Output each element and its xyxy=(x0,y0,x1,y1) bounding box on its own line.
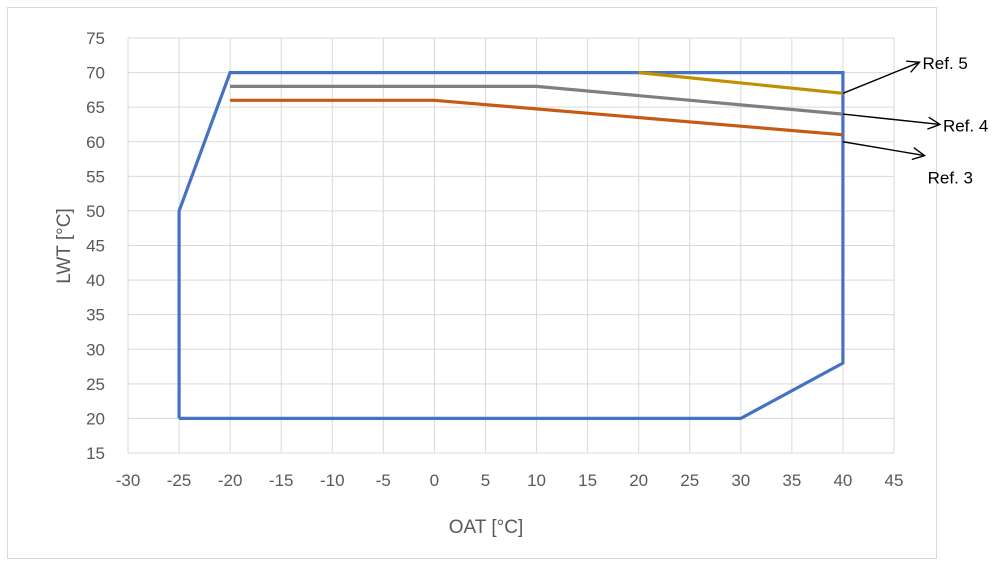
x-tick-label: 35 xyxy=(782,471,801,490)
y-tick-label: 40 xyxy=(86,271,105,290)
annotation-arrow xyxy=(842,113,942,130)
series-line-3 xyxy=(230,84,844,116)
series-line-4 xyxy=(230,98,844,137)
x-tick-label: -25 xyxy=(167,471,192,490)
series-lines xyxy=(177,70,845,420)
annotation-label: Ref. 4 xyxy=(943,116,988,135)
y-tick-label: 20 xyxy=(86,409,105,428)
x-tick-label: 45 xyxy=(885,471,904,490)
x-tick-label: -15 xyxy=(269,471,294,490)
series-line-2 xyxy=(638,71,844,95)
x-tick-label: -20 xyxy=(218,471,243,490)
y-tick-label: 50 xyxy=(86,202,105,221)
x-tick-label: 0 xyxy=(430,471,439,490)
x-tick-label: 5 xyxy=(481,471,490,490)
x-tick-label: 20 xyxy=(629,471,648,490)
y-axis-title: LWT [°C] xyxy=(54,208,75,284)
x-tick-label: -5 xyxy=(376,471,391,490)
y-tick-label: 70 xyxy=(86,64,105,83)
tick-labels: -30 -25 -20 -15 -10 -5 0 5 10 15 20 25 30 35 40 45 15 20 2… xyxy=(86,29,903,490)
y-tick-label: 35 xyxy=(86,306,105,325)
annotation-arrow xyxy=(842,60,921,94)
y-tick-label: 60 xyxy=(86,133,105,152)
y-tick-label: 25 xyxy=(86,375,105,394)
x-tick-label: 40 xyxy=(833,471,852,490)
x-tick-label: 10 xyxy=(527,471,546,490)
y-tick-label: 30 xyxy=(86,340,105,359)
y-tick-label: 15 xyxy=(86,444,105,463)
x-tick-label: 15 xyxy=(578,471,597,490)
x-tick-label: -10 xyxy=(320,471,345,490)
x-axis-title: OAT [°C] xyxy=(449,517,523,538)
chart-frame xyxy=(7,7,937,559)
annotations: Ref. 5 Ref. 4 Ref. 3 xyxy=(842,54,988,188)
y-tick-label: 65 xyxy=(86,98,105,117)
y-tick-label: 55 xyxy=(86,167,105,186)
series-line-1 xyxy=(177,70,845,420)
y-tick-label: 75 xyxy=(86,29,105,48)
annotation-label: Ref. 5 xyxy=(923,54,968,73)
y-tick-label: 45 xyxy=(86,237,105,256)
x-tick-label: 30 xyxy=(731,471,750,490)
annotation-label: Ref. 3 xyxy=(928,169,973,188)
annotation-arrow xyxy=(842,141,927,161)
x-tick-label: -30 xyxy=(116,471,141,490)
x-tick-label: 25 xyxy=(680,471,699,490)
